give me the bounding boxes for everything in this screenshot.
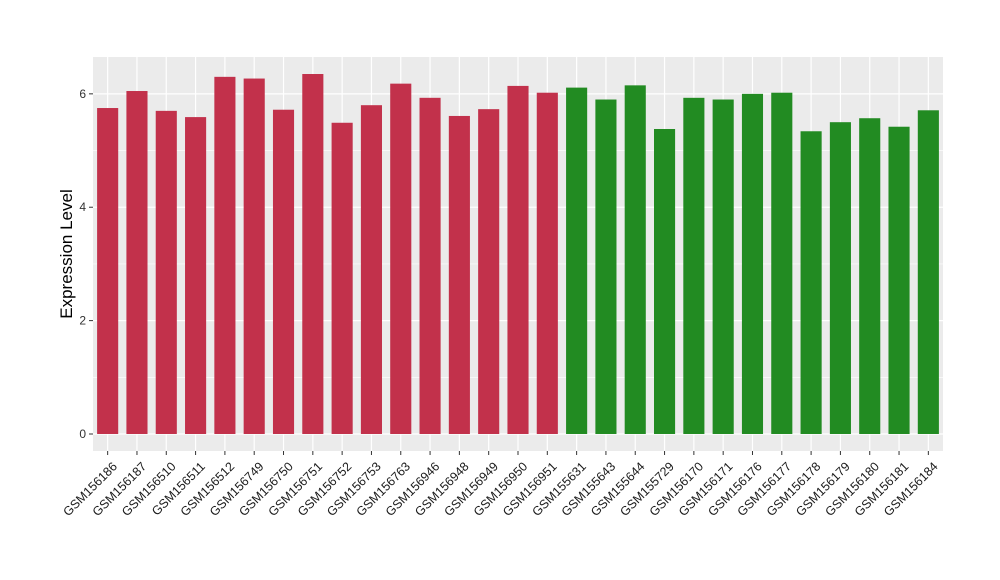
bar-GSM156949 <box>478 109 500 434</box>
bar-GSM156181 <box>888 126 910 434</box>
x-axis: GSM156186GSM156187GSM156510GSM156511GSM1… <box>60 451 941 519</box>
y-axis: 0 2 4 6 <box>79 87 93 441</box>
bar-GSM156510 <box>155 110 177 434</box>
bar-GSM156178 <box>800 131 822 434</box>
bars <box>97 74 939 434</box>
y-tick-label: 4 <box>79 200 86 214</box>
y-tick-label: 6 <box>79 87 86 101</box>
bar-GSM156752 <box>331 122 353 434</box>
bar-GSM156511 <box>185 117 207 434</box>
bar-GSM155729 <box>654 128 676 434</box>
bar-GSM156184 <box>917 110 939 434</box>
bar-GSM156512 <box>214 76 236 434</box>
bar-GSM155644 <box>624 85 646 434</box>
y-tick-label: 2 <box>79 314 86 328</box>
bar-GSM156180 <box>859 118 881 434</box>
bar-GSM156751 <box>302 74 324 434</box>
bar-GSM156750 <box>272 109 295 434</box>
bar-GSM156179 <box>829 122 851 434</box>
bar-GSM156763 <box>390 83 412 434</box>
bar-GSM156177 <box>771 92 793 434</box>
bar-GSM156176 <box>741 93 764 434</box>
bar-GSM156951 <box>536 92 558 434</box>
y-axis-label: Expression Level <box>57 189 76 318</box>
bar-GSM155643 <box>595 99 617 434</box>
y-tick-label: 0 <box>79 427 86 441</box>
bar-GSM156170 <box>683 97 705 434</box>
bar-GSM155631 <box>566 87 588 434</box>
bar-GSM156187 <box>126 91 148 434</box>
bar-GSM156753 <box>360 105 382 434</box>
bar-GSM156749 <box>243 78 265 434</box>
bar-GSM156950 <box>507 85 529 434</box>
bar-GSM156946 <box>419 97 441 434</box>
bar-GSM156171 <box>712 99 734 434</box>
bar-GSM156948 <box>448 115 470 434</box>
bar-GSM156186 <box>97 108 119 434</box>
